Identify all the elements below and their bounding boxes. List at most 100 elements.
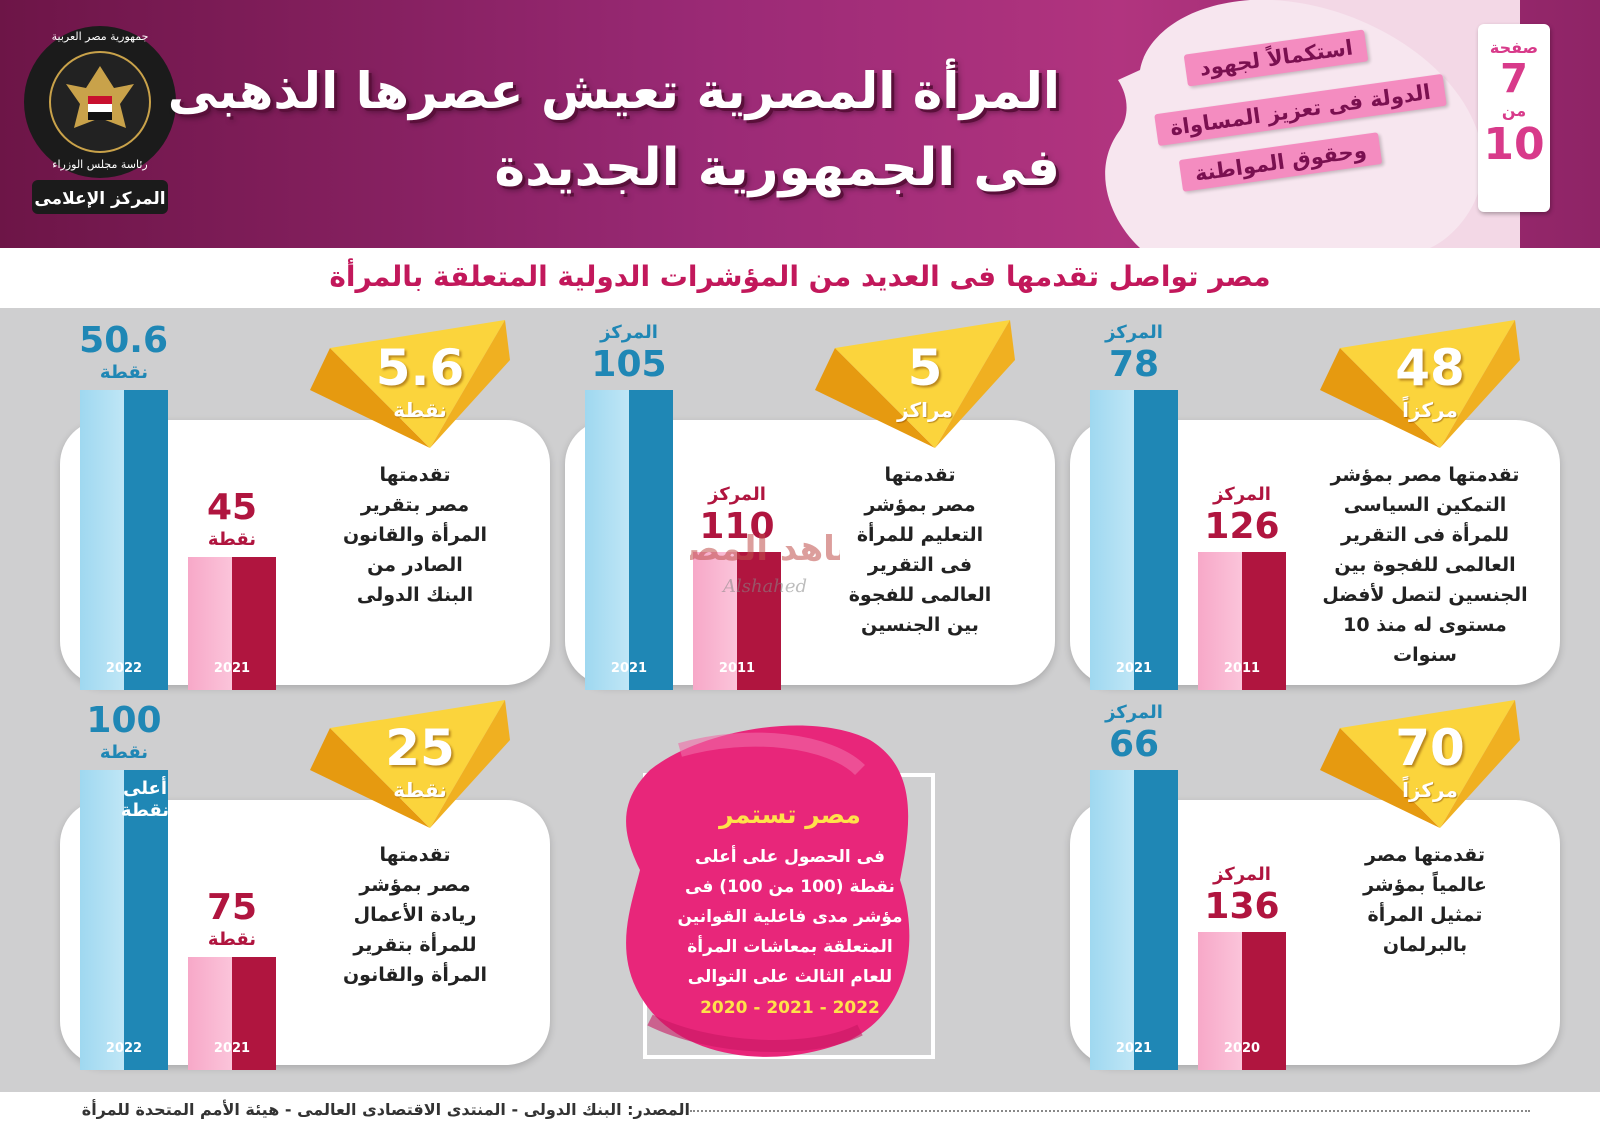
- indicator-panel: 2021 2020 المركز 66 المركز 136 70 مركزاً تقدمتها…: [1070, 700, 1570, 1080]
- indicator-description: تقدمتها مصر بمؤشر ريادة الأعمال للمرأة ب…: [342, 844, 488, 986]
- improvement-badge: [1320, 700, 1520, 828]
- header-banner: جمهورية مصر العربية رئاسة مجلس الوزراء ا…: [0, 0, 1600, 248]
- bar-previous-year: 2011: [1223, 661, 1261, 676]
- center-title: مصر تستمر: [719, 800, 861, 829]
- indicator-description: تقدمتها مصر بتقرير المرأة والقانون الصاد…: [342, 464, 488, 606]
- improvement-badge: [310, 700, 510, 828]
- bar-current: 2021: [585, 390, 673, 690]
- bar-current: 2022: [80, 770, 168, 1070]
- bar-current-front: [1090, 390, 1134, 690]
- bar-current-front: [585, 390, 629, 690]
- improvement-unit: نقطة: [393, 778, 447, 802]
- bar-current-side: [629, 390, 673, 690]
- improvement-value: 5.6: [375, 339, 465, 397]
- bar-current-year: 2022: [105, 661, 143, 676]
- bar-current-prefix: المركز: [600, 322, 658, 343]
- bar-current-prefix: المركز: [1105, 702, 1163, 723]
- bar-current-front: [1090, 770, 1134, 1070]
- bar-previous-prefix: المركز: [1213, 484, 1271, 505]
- bar-previous-year: 2021: [213, 1041, 251, 1056]
- bar-previous-suffix: نقطة: [207, 929, 257, 950]
- bar-current-side: [1134, 770, 1178, 1070]
- subtitle: مصر تواصل تقدمها فى العديد من المؤشرات ا…: [329, 260, 1271, 293]
- indicator-panel: 2021 2011 المركز 78 المركز 126 48 مركزاً تقدمتها…: [1070, 320, 1570, 700]
- watermark-text: الشاهد المصرى: [690, 529, 840, 569]
- bar-current-side: [124, 770, 168, 1070]
- bar-current-year: 2022: [105, 1041, 143, 1056]
- bar-previous: 2021: [188, 957, 276, 1070]
- center-body: فى الحصول على أعلى نقطة (100 من 100) فى …: [677, 847, 903, 987]
- bar-current: 2021: [1090, 770, 1178, 1070]
- bar-previous-prefix: المركز: [708, 484, 766, 505]
- bar-current-value: 50.6: [79, 320, 168, 361]
- bar-previous: 2011: [1198, 552, 1286, 690]
- improvement-value: 48: [1395, 339, 1465, 397]
- logo-top-text: جمهورية مصر العربية: [52, 30, 149, 43]
- footer-divider: [690, 1110, 1530, 1112]
- bar-previous: 2021: [188, 557, 276, 690]
- improvement-badge: [310, 320, 510, 448]
- bar-previous-suffix: نقطة: [207, 529, 257, 550]
- indicator-panel: 2021 2011 المركز 105 المركز 110 5 مراكز تقدمتها …: [565, 320, 1065, 700]
- bar-previous-value: 126: [1204, 506, 1280, 547]
- bar-current-suffix: نقطة: [99, 742, 149, 763]
- bar-previous-year: 2021: [213, 661, 251, 676]
- bar-previous-front: [1198, 552, 1242, 690]
- bar-current: 2021: [1090, 390, 1178, 690]
- improvement-unit: مراكز: [897, 398, 953, 422]
- logo-bottom-text: المركز الإعلامى: [34, 189, 165, 209]
- bar-previous-side: [1242, 552, 1286, 690]
- improvement-unit: نقطة: [393, 398, 447, 422]
- bar-previous-year: 2011: [718, 661, 756, 676]
- indicator-description: تقدمتها مصر عالمياً بمؤشر تمثيل المرأة ب…: [1363, 844, 1487, 956]
- bar-current-side: [124, 390, 168, 690]
- bar-previous-value: 110: [699, 506, 775, 547]
- subtitle-strip: مصر تواصل تقدمها فى العديد من المؤشرات ا…: [0, 248, 1600, 308]
- watermark: الشاهد المصرى Alshahed: [690, 529, 840, 597]
- bar-current-year: 2021: [1115, 1041, 1153, 1056]
- center-years: 2022 - 2021 - 2020: [700, 998, 880, 1018]
- page-title-line2: فى الجمهورية الجديدة: [494, 138, 1060, 198]
- watermark-latin: Alshahed: [721, 576, 807, 597]
- bar-current-prefix: المركز: [1105, 322, 1163, 343]
- bar-current-value: 78: [1108, 344, 1160, 385]
- bar-current-year: 2021: [1115, 661, 1153, 676]
- bar-previous-year: 2020: [1223, 1041, 1261, 1056]
- indicator-panel: 2022 2021 50.6 نقطة 45 نقطة 5.6 نقطة تقدمتها مصر…: [60, 320, 560, 700]
- bar-current-side: [1134, 390, 1178, 690]
- bar-current-front: [80, 770, 124, 1070]
- bar-previous: 2020: [1198, 932, 1286, 1070]
- page-total: 10: [1483, 119, 1545, 170]
- media-center-logo: جمهورية مصر العربية رئاسة مجلس الوزراء ا…: [24, 26, 176, 214]
- improvement-value: 70: [1395, 719, 1465, 777]
- bar-previous-value: 136: [1204, 886, 1280, 927]
- bar-current-suffix: نقطة: [99, 362, 149, 383]
- improvement-badge: [815, 320, 1015, 448]
- improvement-badge: [1320, 320, 1520, 448]
- bar-current: 2022: [80, 390, 168, 690]
- bar-previous-side: [1242, 932, 1286, 1070]
- logo-mid-text: رئاسة مجلس الوزراء: [52, 158, 147, 171]
- source-text: المصدر: البنك الدولى - المنتدى الاقتصادى…: [81, 1100, 690, 1119]
- page-word: صفحة: [1489, 38, 1539, 57]
- bar-current-front: [80, 390, 124, 690]
- page-of: من: [1501, 101, 1527, 120]
- bar-current-value: 100: [86, 700, 162, 741]
- footer: المصدر: البنك الدولى - المنتدى الاقتصادى…: [0, 1092, 1600, 1131]
- bar-previous-front: [188, 557, 232, 690]
- improvement-unit: مركزاً: [1402, 398, 1458, 422]
- bar-previous-front: [693, 552, 737, 690]
- bar-previous-value: 75: [206, 887, 258, 928]
- bar-previous-side: [232, 957, 276, 1070]
- page-number: 7: [1500, 56, 1528, 102]
- improvement-value: 25: [385, 719, 455, 777]
- bar-current-value: 105: [591, 344, 667, 385]
- page-title-line1: المرأة المصرية تعيش عصرها الذهبى: [167, 62, 1060, 120]
- bar-previous-front: [188, 957, 232, 1070]
- bar-current-year: 2021: [610, 661, 648, 676]
- bar-previous-value: 45: [206, 487, 258, 528]
- paint-splash: [626, 725, 910, 1057]
- bar-previous: 2011: [693, 552, 781, 690]
- indicator-description: تقدمتها مصر بمؤشر التعليم للمرأة فى التق…: [848, 464, 992, 636]
- bar-current-value: 66: [1108, 724, 1160, 765]
